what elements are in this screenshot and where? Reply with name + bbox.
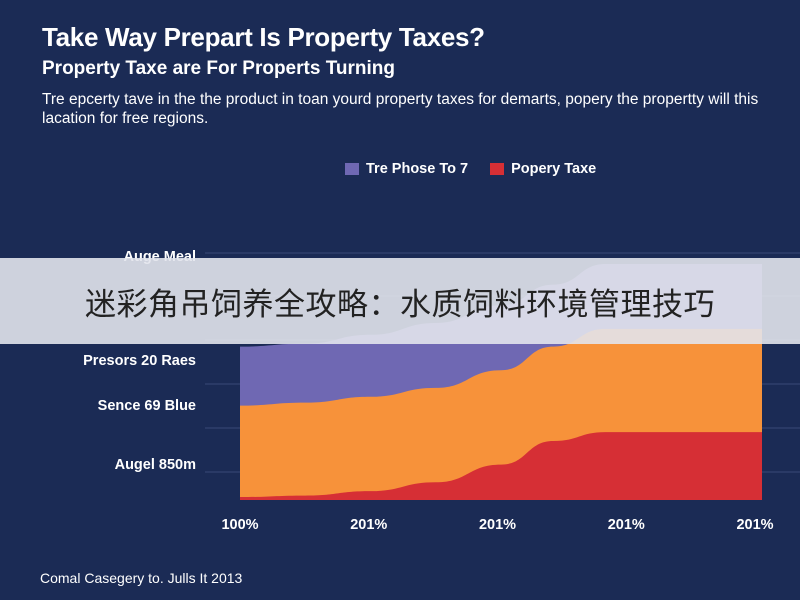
- x-tick-label-4: 201%: [736, 517, 773, 533]
- overlay-banner-text: 迷彩角吊饲养全攻略：水质饲料环境管理技巧: [85, 286, 715, 323]
- legend-swatch-series-1: [345, 163, 359, 175]
- x-tick-label-3: 201%: [608, 517, 645, 533]
- y-category-label-4: Augel 850m: [114, 457, 196, 473]
- legend-label-series-1: Tre Phose To 7: [366, 161, 469, 177]
- legend-swatch-series-3: [490, 163, 505, 175]
- y-category-label-3: Sence 69 Blue: [97, 398, 196, 414]
- chart-description: Tre epcerty tave in the the product in t…: [42, 91, 759, 127]
- legend-label-series-3: Popery Taxe: [511, 161, 597, 177]
- chart-subtitle: Property Taxe are For Properts Turning: [42, 58, 395, 79]
- x-tick-label-1: 201%: [350, 517, 387, 533]
- chart-legend: Tre Phose To 7 Popery Taxe: [345, 161, 618, 177]
- legend-item-series-3: Popery Taxe: [490, 161, 596, 177]
- x-tick-label-0: 100%: [221, 517, 258, 533]
- area-series-3: [240, 432, 762, 500]
- chart-title: Take Way Prepart Is Property Taxes?: [42, 22, 485, 52]
- y-category-label-2: Presors 20 Raes: [83, 353, 196, 369]
- legend-item-series-1: Tre Phose To 7: [345, 161, 468, 177]
- overlay-banner: 迷彩角吊饲养全攻略：水质饲料环境管理技巧: [0, 258, 800, 344]
- x-tick-label-2: 201%: [479, 517, 516, 533]
- chart-footer: Comal Casegery to. Julls It 2013: [40, 570, 243, 586]
